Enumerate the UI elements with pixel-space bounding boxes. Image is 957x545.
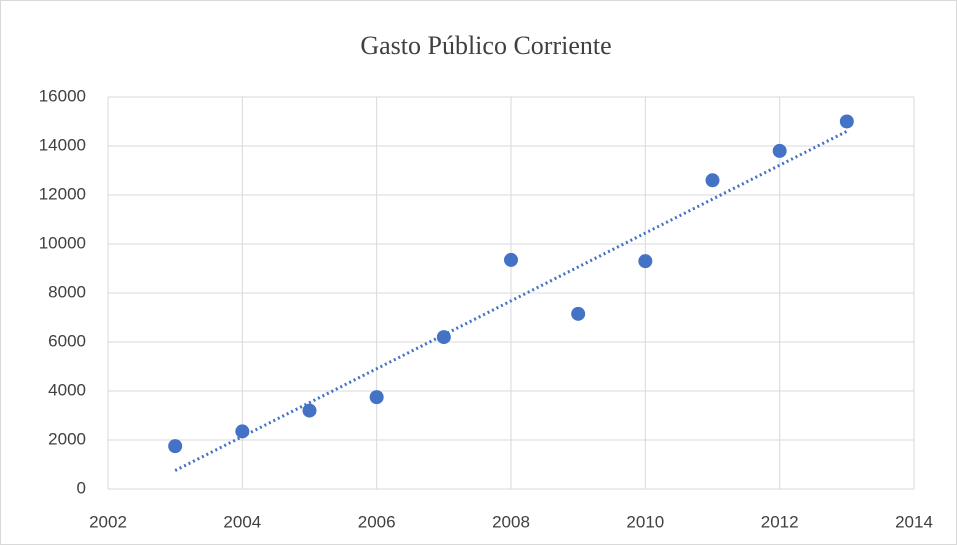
- point: [235, 424, 250, 439]
- point: [772, 143, 787, 158]
- x-tick-label: 2004: [223, 512, 261, 531]
- point: [504, 252, 518, 267]
- chart-title: Gasto Público Corriente: [360, 31, 611, 60]
- point: [571, 306, 586, 321]
- y-tick-label: 6000: [48, 331, 86, 350]
- y-tick-label: 0: [77, 478, 86, 497]
- y-tick-label: 10000: [39, 233, 86, 252]
- trendline: [174, 129, 848, 472]
- x-tick-label: 2010: [626, 512, 664, 531]
- x-tick-label: 2014: [895, 512, 933, 531]
- point: [168, 439, 183, 454]
- point: [436, 330, 451, 345]
- y-tick-label: 14000: [39, 135, 86, 154]
- y-tick-label: 8000: [48, 282, 86, 301]
- x-tick-label: 2008: [492, 512, 530, 531]
- point: [369, 390, 384, 405]
- x-tick-label: 2002: [89, 512, 127, 531]
- y-tick-label: 12000: [39, 184, 86, 203]
- x-tick-label: 2012: [761, 512, 799, 531]
- y-tick-label: 16000: [39, 86, 86, 105]
- point: [839, 114, 854, 129]
- point: [705, 173, 720, 188]
- point: [302, 403, 317, 418]
- y-tick-label: 4000: [48, 380, 86, 399]
- point: [638, 254, 653, 269]
- y-tick-label: 2000: [48, 429, 86, 448]
- x-tick-label: 2006: [358, 512, 396, 531]
